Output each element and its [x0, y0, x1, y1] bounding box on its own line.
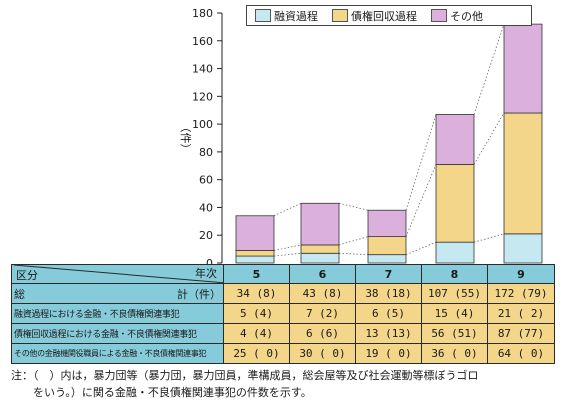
- legend-swatch-loan: [255, 9, 271, 22]
- legend-label-loan: 融資過程: [274, 9, 318, 23]
- bar-segment: [300, 252, 340, 264]
- y-axis-label: （件）: [179, 122, 192, 155]
- legend-label-other: その他: [450, 9, 483, 23]
- connector-line: [473, 112, 505, 165]
- connector-line: [405, 114, 437, 211]
- year-header: 7: [355, 264, 422, 284]
- connector-line: [273, 252, 302, 257]
- y-tick-label: 120: [192, 90, 213, 103]
- connector-line: [338, 202, 369, 211]
- connector-line: [405, 241, 437, 255]
- footnote-line-2: をいう。）に関る金融・不良債権関連事犯の件数を示す。: [33, 386, 312, 399]
- bar-segment: [435, 113, 475, 165]
- table-cell: 6 (6): [289, 323, 356, 344]
- bar-segment: [300, 244, 340, 254]
- table-cell: 36 ( 0): [421, 343, 488, 364]
- table-cell: 25 ( 0): [223, 343, 290, 364]
- row-label-total: 総 計（件）: [11, 283, 224, 304]
- bar-segment: [300, 202, 340, 246]
- y-tick-label: 80: [199, 146, 213, 159]
- table-cell: 56 (51): [421, 323, 488, 344]
- y-tick-label: 40: [199, 201, 213, 214]
- year-header: 5: [223, 264, 290, 284]
- y-tick-label: 100: [192, 118, 213, 131]
- connector-line: [473, 24, 505, 115]
- table-cell: 38 (18): [355, 283, 422, 304]
- chart-legend: 融資過程 債権回収過程 その他: [246, 5, 532, 26]
- table-row-total: 総 計（件） 34 (8) 43 (8) 38 (18) 107 (55) 17…: [11, 283, 555, 304]
- connector-line: [273, 244, 302, 251]
- bar-segment: [367, 209, 407, 238]
- table-cell: 6 (5): [355, 303, 422, 324]
- header-category-label: 区分: [16, 269, 38, 282]
- legend-item-collection: 債権回収過程: [332, 8, 417, 24]
- table-row-loan: 融資過程における金融・不良債権関連事犯 5 (4) 7 (2) 6 (5) 15…: [11, 303, 555, 324]
- y-tick-label: 160: [192, 35, 213, 48]
- table-cell: 13 (13): [355, 323, 422, 344]
- bar-segment: [235, 250, 275, 257]
- year-header: 9: [487, 264, 555, 284]
- data-table: 区分 年次 5 6 7 8 9 総 計（件） 34 (8) 43 (8) 38 …: [11, 264, 555, 364]
- bar-segment: [503, 233, 543, 264]
- legend-item-loan: 融資過程: [255, 8, 318, 24]
- y-tick-label: 140: [192, 63, 213, 76]
- total-label-part-a: 総: [14, 287, 25, 301]
- table-cell: 64 ( 0): [487, 343, 555, 364]
- y-tick-label: 60: [199, 174, 213, 187]
- table-cell: 21 ( 2): [487, 303, 555, 324]
- table-cell: 34 (8): [223, 283, 290, 304]
- table-cell: 7 (2): [289, 303, 356, 324]
- y-tick-label: 180: [192, 7, 213, 20]
- y-tick-label: 0: [206, 257, 213, 264]
- table-cell: 87 (77): [487, 323, 555, 344]
- table-cell: 5 (4): [223, 303, 290, 324]
- legend-label-collection: 債権回収過程: [351, 9, 417, 23]
- total-label-part-b: 計（件）: [177, 287, 221, 301]
- table-cell: 107 (55): [421, 283, 488, 304]
- connector-line: [405, 164, 437, 237]
- table-cell: 43 (8): [289, 283, 356, 304]
- y-tick-label: 20: [199, 229, 213, 242]
- bar-segment: [503, 23, 543, 114]
- connector-line: [338, 252, 369, 256]
- table-cell: 172 (79): [487, 283, 555, 304]
- table-corner-cell: 区分 年次: [11, 264, 224, 284]
- row-label-collection: 債権回収過程における金融・不良債権関連事犯: [11, 323, 224, 344]
- table-header-row: 区分 年次 5 6 7 8 9: [11, 264, 555, 284]
- table-cell: 19 ( 0): [355, 343, 422, 364]
- bar-segment: [235, 215, 275, 251]
- header-year-label: 年次: [195, 267, 217, 280]
- row-label-other: その他の金融機関役職員による金融・不良債権関連事犯: [11, 343, 224, 364]
- table-cell: 15 (4): [421, 303, 488, 324]
- table-row-other: その他の金融機関役職員による金融・不良債権関連事犯 25 ( 0) 30 ( 0…: [11, 343, 555, 364]
- table-cell: 30 ( 0): [289, 343, 356, 364]
- table-cell: 4 (4): [223, 323, 290, 344]
- stacked-bar-chart: 0 20 40 60 80 100 120 140 160 180 （件）: [179, 7, 543, 264]
- legend-item-other: その他: [431, 8, 483, 24]
- connector-line: [338, 236, 369, 246]
- bar-segment: [367, 254, 407, 264]
- legend-swatch-other: [431, 9, 447, 22]
- connector-line: [273, 202, 302, 217]
- bar-segment: [503, 112, 543, 235]
- bar-segment: [367, 236, 407, 256]
- footnote-line-1: 注：（ ）内は，暴力団等（暴力団，暴力団員，準構成員，総会屋等及び社会運動等標ぼ…: [11, 369, 479, 382]
- bar-segment: [235, 255, 275, 264]
- bar-segment: [435, 241, 475, 264]
- row-label-loan: 融資過程における金融・不良債権関連事犯: [11, 303, 224, 324]
- table-row-collection: 債権回収過程における金融・不良債権関連事犯 4 (4) 6 (6) 13 (13…: [11, 323, 555, 344]
- legend-swatch-collection: [332, 9, 348, 22]
- footnote: 注：（ ）内は，暴力団等（暴力団，暴力団員，準構成員，総会屋等及び社会運動等標ぼ…: [11, 367, 556, 401]
- year-header: 8: [421, 264, 488, 284]
- bar-segment: [435, 163, 475, 243]
- connector-line: [473, 233, 505, 243]
- year-header: 6: [289, 264, 356, 284]
